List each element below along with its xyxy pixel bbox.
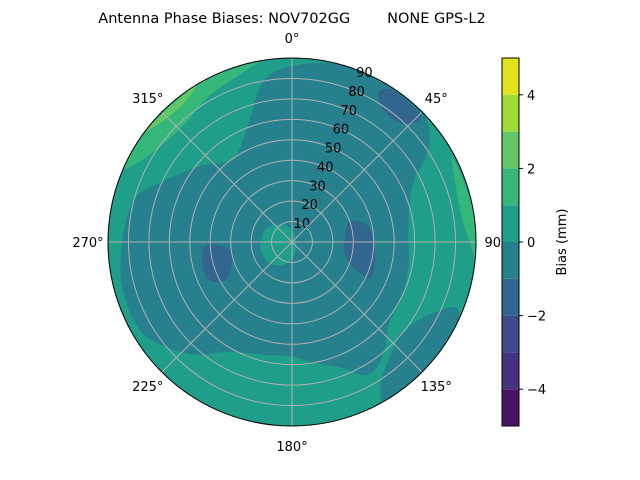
r-tick-label: 30 — [309, 179, 326, 194]
colorbar: −4 −2 0 2 4 — [501, 57, 546, 427]
colorbar-segment — [502, 242, 519, 279]
r-tick-label: 40 — [317, 160, 334, 175]
r-tick-label: 10 — [294, 217, 311, 232]
colorbar-tick-label: −2 — [527, 310, 546, 325]
theta-tick-label: 0° — [285, 32, 300, 47]
colorbar-segment — [502, 94, 519, 132]
colorbar-tick-label: 4 — [527, 89, 535, 104]
r-tick-label: 70 — [340, 104, 357, 119]
theta-tick-label: 45° — [425, 92, 448, 107]
colorbar-segment — [502, 278, 519, 316]
contour-region-2 — [343, 220, 376, 279]
colorbar-segment — [502, 352, 519, 390]
polar-plot-area: 1020304050607080900°45°90°135°180°225°27… — [72, 32, 507, 455]
contour-region-3 — [201, 243, 233, 283]
r-tick-label: 60 — [333, 123, 350, 138]
colorbar-tick-label: 2 — [527, 162, 535, 177]
theta-tick-label: 315° — [132, 92, 163, 107]
r-tick-label: 20 — [301, 198, 318, 213]
colorbar-segment — [502, 389, 519, 426]
contour-region-8 — [145, 85, 197, 132]
colorbar-segment — [502, 315, 519, 353]
theta-tick-label: 135° — [421, 380, 452, 395]
colorbar-segment — [502, 58, 519, 95]
colorbar-segment — [502, 168, 519, 206]
contour-region-6 — [123, 60, 263, 170]
contour-region-4 — [377, 88, 422, 125]
contour-region-5 — [260, 224, 297, 266]
colorbar-label: Bias (mm) — [555, 209, 570, 276]
contour-region-7 — [451, 155, 476, 261]
r-tick-label: 80 — [348, 85, 365, 100]
polar-frame — [107, 57, 477, 427]
theta-tick-label: 270° — [72, 236, 103, 251]
contour-region-1 — [380, 307, 460, 402]
colorbar-tick-label: −4 — [527, 383, 546, 398]
colorbar-tick-label: 0 — [527, 236, 535, 251]
r-tick-label: 50 — [325, 142, 342, 157]
theta-tick-label: 180° — [276, 440, 307, 455]
chart-title: Antenna Phase Biases: NOV702GG NONE GPS-… — [98, 11, 485, 27]
r-tick-label: 90 — [356, 66, 373, 81]
angular-gridline — [161, 111, 423, 373]
theta-tick-label: 225° — [132, 380, 163, 395]
colorbar-segment — [502, 205, 519, 242]
colorbar-segment — [502, 131, 519, 169]
